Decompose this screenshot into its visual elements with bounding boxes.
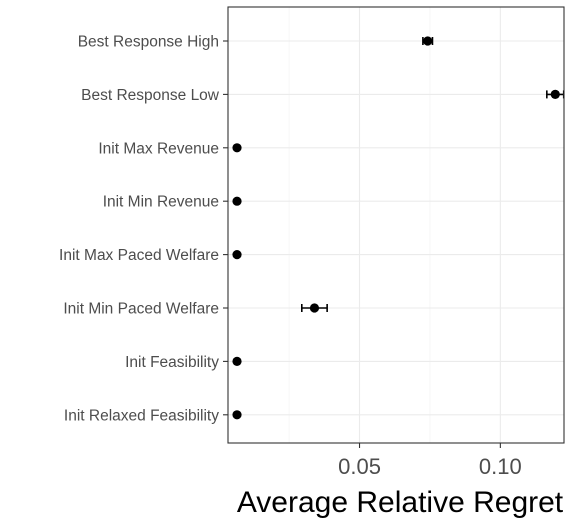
panel-border <box>227 6 565 444</box>
y-tick-label: Init Min Paced Welfare <box>63 301 219 318</box>
y-tick-label: Init Feasibility <box>125 354 219 371</box>
y-tick-label: Best Response High <box>78 34 219 51</box>
data-point <box>309 303 320 313</box>
data-point <box>232 410 242 420</box>
y-tick-label: Init Max Paced Welfare <box>59 247 219 264</box>
data-point <box>423 36 433 46</box>
data-point <box>232 143 242 153</box>
marks-layer <box>232 36 565 420</box>
data-point <box>232 356 242 366</box>
data-point <box>232 196 242 206</box>
y-tick-label: Best Response Low <box>81 87 220 104</box>
y-tick-label: Init Min Revenue <box>103 194 219 211</box>
x-tick-label: 0.05 <box>338 454 381 479</box>
y-tick-label: Init Max Revenue <box>98 140 219 157</box>
grid-layer <box>228 7 564 443</box>
axis-layer: Best Response High Best Response Low Init … <box>59 34 522 480</box>
y-tick-label: Init Relaxed Feasibility <box>64 407 219 424</box>
data-point <box>550 89 560 99</box>
x-axis-title: Average Relative Regret <box>237 486 564 519</box>
x-tick-label: 0.10 <box>479 454 522 479</box>
data-point <box>232 250 242 260</box>
